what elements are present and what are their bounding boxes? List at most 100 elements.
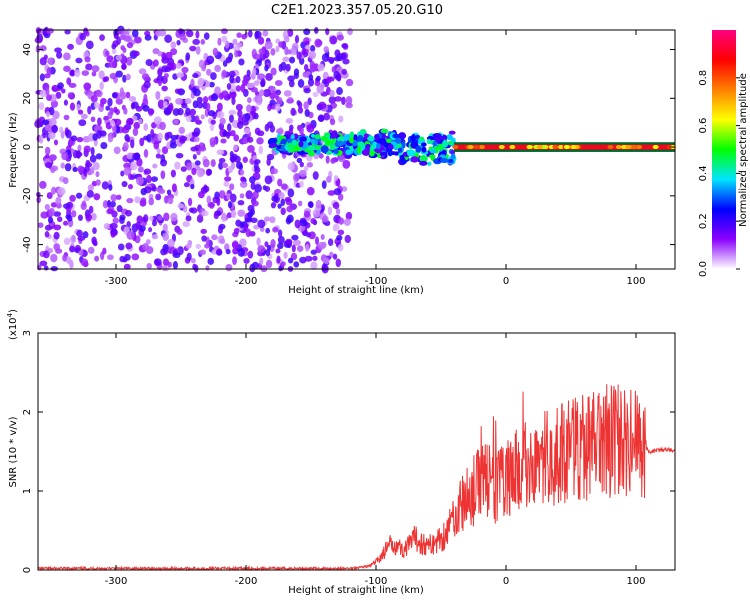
spectrogram-cell [157, 188, 166, 195]
spectrogram-y-ticks: -40 -20 0 20 40 [22, 43, 675, 253]
spectrogram-cell [307, 78, 315, 87]
spectrogram-cell [256, 137, 264, 145]
spectrogram-cell [418, 136, 425, 141]
spectrogram-cell [221, 162, 229, 169]
snr-x-ticks: -300 -200 -100 0 100 [105, 333, 646, 587]
spectrogram-cell [191, 167, 197, 176]
spectrogram-cell [50, 166, 56, 174]
spectrogram-cell [232, 38, 238, 46]
spectrogram-cell [46, 111, 51, 118]
spectrogram-cell [303, 28, 311, 36]
spectrogram-cell [141, 73, 150, 81]
spectrogram-cell [284, 46, 289, 56]
spectrogram-cell [277, 203, 282, 209]
spectrogram-cell [77, 214, 83, 221]
spectrogram-cell [126, 117, 134, 126]
spectrogram-cell [60, 88, 66, 94]
colorbar: 0.0 0.2 0.4 0.6 0.8 Normalized spectral ampl… [698, 30, 749, 277]
spectrogram-cell [85, 40, 94, 50]
spectrogram-cell [625, 145, 632, 150]
spectrogram-cell [247, 144, 255, 153]
spectrogram-cell [138, 166, 144, 173]
spectrogram-cell [347, 27, 353, 36]
spectrogram-cell [363, 133, 369, 138]
spectrogram-cell [285, 63, 291, 72]
spectrogram-cell [182, 221, 190, 228]
y-tick-label: -40 [22, 236, 33, 252]
spectrogram-cell [92, 238, 97, 246]
spectrogram-cell [333, 188, 342, 196]
spectrogram-cell [256, 237, 261, 246]
spectrogram-cell [39, 260, 48, 267]
x-tick-label: 100 [626, 576, 645, 587]
spectrogram-cell [216, 102, 223, 112]
spectrogram-cell [143, 149, 149, 158]
spectrogram-cell [341, 96, 346, 106]
spectrogram-cell [153, 116, 162, 125]
spectrogram-cell [338, 217, 345, 225]
spectrogram-cell [234, 50, 239, 58]
spectrogram-cell [230, 209, 237, 218]
spectrogram-cell [315, 236, 320, 246]
spectrogram-cell [81, 70, 90, 76]
spectrogram-cell [100, 141, 108, 150]
spectrogram-cell [99, 34, 105, 41]
spectrogram-cell [229, 183, 235, 191]
spectrogram-cell [72, 166, 78, 173]
spectrogram-cell [177, 203, 185, 209]
spectrogram-cell [254, 166, 261, 174]
spectrogram-cell [154, 258, 162, 266]
spectrogram-cell [164, 66, 172, 73]
spectrogram-cell [246, 104, 252, 113]
spectrogram-cell [304, 255, 313, 262]
spectrogram-cell [122, 74, 127, 83]
spectrogram-cell [227, 165, 234, 173]
spectrogram-cell [334, 96, 342, 102]
spectrogram-cell [189, 108, 197, 116]
spectrogram-cell [85, 213, 93, 222]
spectrogram-x-label: Height of straight line (km) [288, 285, 424, 296]
x-tick-label: 0 [503, 276, 509, 287]
spectrogram-cell [310, 63, 318, 72]
spectrogram-cell [280, 138, 287, 145]
spectrogram-cell [132, 127, 139, 137]
spectrogram-cell [228, 109, 237, 116]
spectrogram-cell [89, 166, 95, 175]
spectrogram-cell [239, 169, 245, 176]
spectrogram-cell [125, 91, 131, 99]
spectrogram-cell [208, 81, 215, 88]
spectrogram-cell [392, 133, 400, 139]
spectrogram-cell [46, 67, 52, 76]
spectrogram-cell [39, 180, 47, 189]
spectrogram-cell [87, 246, 95, 254]
spectrogram-cell [225, 263, 233, 272]
spectrogram-cell [297, 79, 305, 88]
spectrogram-cell [276, 128, 284, 135]
spectrogram-cell [327, 190, 336, 196]
spectrogram-cell [221, 90, 229, 98]
spectrogram-cell [55, 91, 62, 99]
spectrogram-cell [197, 191, 205, 199]
spectrogram-cell [195, 30, 200, 39]
spectrogram-cell [252, 190, 259, 200]
spectrogram-cell [286, 205, 293, 213]
spectrogram-cell [175, 62, 182, 69]
spectrogram-cell [57, 82, 64, 90]
spectrogram-cell [194, 160, 201, 166]
spectrogram-cell [212, 47, 219, 57]
spectrogram-cell [157, 79, 162, 87]
spectrogram-cell [131, 253, 140, 261]
spectrogram-cell [478, 145, 485, 150]
spectrogram-cell [264, 123, 270, 132]
spectrogram-cell [162, 232, 170, 242]
spectrogram-cell [162, 223, 168, 232]
spectrogram-cell [337, 229, 345, 236]
spectrogram-cell [85, 63, 93, 71]
spectrogram-cell [256, 96, 263, 104]
spectrogram-cell [202, 185, 210, 193]
spectrogram-cell [167, 238, 175, 248]
spectrogram-cell [171, 183, 177, 193]
spectrogram-cell [138, 118, 143, 125]
spectrogram-cell [316, 39, 323, 46]
spectrogram-cell [299, 180, 304, 188]
